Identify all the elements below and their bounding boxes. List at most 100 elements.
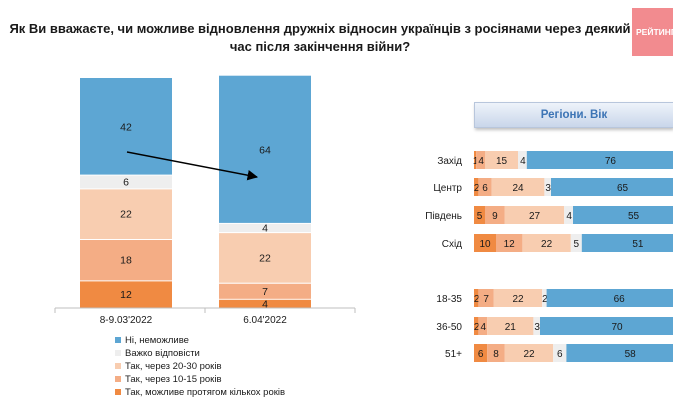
hbar-value-label: 3 (545, 183, 551, 194)
x-tick-label: 6.04'2022 (243, 315, 287, 326)
hbar-segment (474, 234, 496, 252)
hbar-value-label: 12 (504, 239, 516, 250)
bar-value-label: 4 (262, 223, 268, 235)
hbar-value-label: 66 (614, 294, 626, 305)
hbar-segment (544, 178, 551, 196)
hbar-segment (478, 289, 494, 307)
hbar-segment (573, 206, 673, 224)
bar-segment (219, 222, 311, 233)
hbar-value-label: 9 (492, 211, 498, 222)
category-label: Схід (442, 239, 462, 250)
bar-value-label: 6 (123, 177, 129, 189)
hbar-value-label: 27 (529, 211, 541, 222)
legend-swatch (115, 337, 121, 343)
hbar-segment (478, 178, 492, 196)
hbar-value-label: 6 (557, 349, 563, 360)
hbar-segment (551, 178, 673, 196)
bar-segment (80, 78, 172, 175)
rating-logo: РЕЙТИНГ (632, 8, 673, 56)
bar-value-label: 7 (262, 286, 268, 298)
hbar-segment (581, 234, 673, 252)
legend-label: Так, через 20-30 років (125, 361, 222, 372)
legend-label: Важко відповісти (125, 348, 200, 359)
bar-segment (219, 298, 311, 308)
hbar-value-label: 7 (483, 294, 489, 305)
category-label: Центр (433, 183, 462, 194)
legend-label: Так, через 10-15 років (125, 374, 222, 385)
hbar-segment (526, 151, 673, 169)
hbar-segment (487, 317, 534, 335)
hbar-value-label: 1 (473, 156, 479, 167)
hbar-segment (522, 234, 571, 252)
hbar-segment (474, 289, 479, 307)
hbar-value-label: 4 (520, 156, 526, 167)
bar-value-label: 18 (120, 255, 132, 267)
legend-swatch (115, 363, 121, 369)
category-label: 36-50 (436, 322, 462, 333)
bar-segment (80, 239, 172, 281)
hbar-value-label: 8 (493, 349, 499, 360)
hbar-segment (485, 151, 518, 169)
bar-segment (80, 188, 172, 239)
category-label: Захід (437, 156, 462, 167)
hbar-value-label: 3 (534, 322, 540, 333)
legend-label: Так, можливе протягом кількох років (125, 387, 285, 398)
hbar-segment (566, 344, 673, 362)
category-label: 51+ (445, 349, 462, 360)
legend-swatch (115, 350, 121, 356)
bar-segment (80, 280, 172, 308)
hbar-value-label: 4 (478, 156, 484, 167)
hbar-segment (540, 317, 673, 335)
hbar-value-label: 6 (482, 183, 488, 194)
hbar-segment (487, 344, 505, 362)
hbar-value-label: 70 (611, 322, 623, 333)
bar-segment (219, 232, 311, 283)
hbar-segment (474, 151, 477, 169)
bar-segment (219, 75, 311, 223)
hbar-value-label: 24 (512, 183, 524, 194)
hbar-segment (474, 178, 479, 196)
trend-arrow (126, 151, 259, 181)
legend-swatch (115, 376, 121, 382)
bar-segment (219, 282, 311, 299)
category-label: Південь (425, 211, 462, 222)
hbar-segment (504, 344, 554, 362)
logo-text: РЕЙТИНГ (636, 27, 673, 37)
hbar-segment (496, 234, 523, 252)
bar-value-label: 42 (120, 121, 132, 133)
hbar-value-label: 10 (479, 239, 491, 250)
x-tick-label: 8-9.03'2022 (100, 315, 153, 326)
hbar-segment (564, 206, 573, 224)
hbar-value-label: 51 (632, 239, 644, 250)
category-label: 18-35 (436, 294, 462, 305)
bar-segment (80, 174, 172, 189)
hbar-segment (485, 206, 505, 224)
hbar-value-label: 76 (605, 156, 617, 167)
hbar-segment (570, 234, 582, 252)
hbar-value-label: 22 (512, 294, 524, 305)
hbar-segment (533, 317, 540, 335)
hbar-value-label: 55 (628, 211, 640, 222)
hbar-value-label: 2 (474, 183, 480, 194)
hbar-value-label: 5 (574, 239, 580, 250)
hbar-value-label: 15 (496, 156, 508, 167)
hbar-segment (476, 151, 485, 169)
hbar-value-label: 2 (474, 294, 480, 305)
hbar-value-label: 21 (505, 322, 517, 333)
hbar-value-label: 22 (523, 349, 535, 360)
legend-label: Ні, неможливе (125, 335, 189, 346)
bar-value-label: 22 (120, 209, 132, 221)
hbar-value-label: 5 (477, 211, 483, 222)
hbar-value-label: 65 (617, 183, 629, 194)
hbar-value-label: 2 (474, 322, 480, 333)
regions-panel-title: Регіони. Вік (474, 102, 673, 128)
bar-value-label: 64 (259, 144, 271, 156)
hbar-segment (493, 289, 543, 307)
bar-value-label: 12 (120, 289, 132, 301)
hbar-segment (491, 178, 545, 196)
bar-value-label: 4 (262, 298, 268, 310)
hbar-value-label: 2 (542, 294, 548, 305)
legend-swatch (115, 389, 121, 395)
hbar-segment (474, 206, 485, 224)
hbar-segment (553, 344, 567, 362)
